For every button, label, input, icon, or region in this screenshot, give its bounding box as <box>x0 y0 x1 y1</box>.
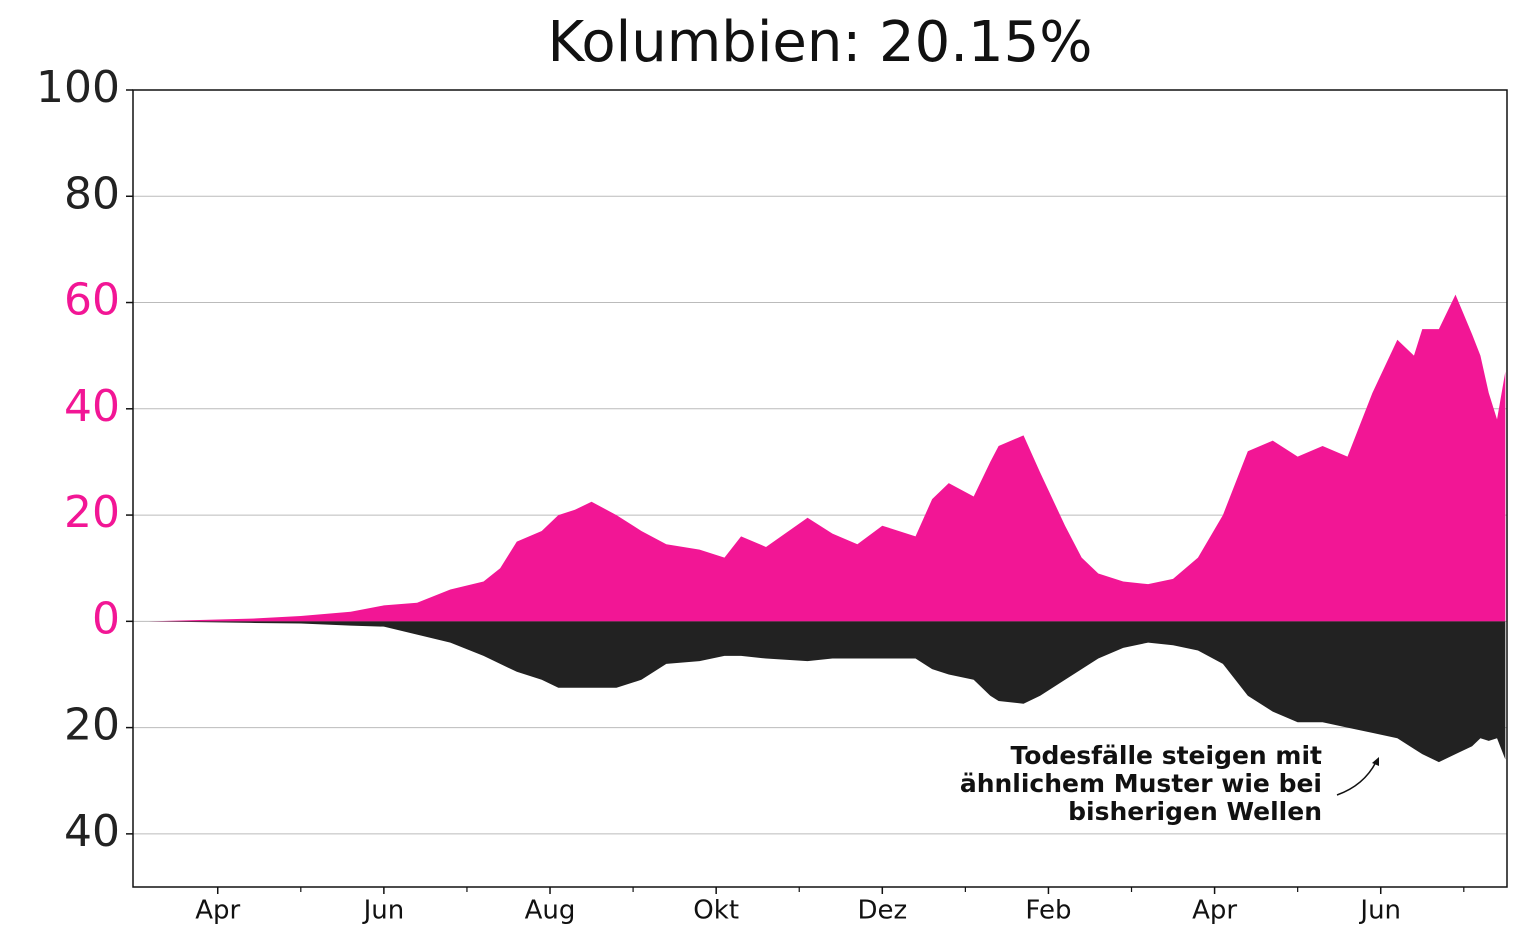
annotation: ähnlichem Muster wie bei <box>960 769 1322 798</box>
annotation: bisherigen Wellen <box>1068 797 1322 826</box>
plot-frame <box>132 89 1508 888</box>
x-tick-label: Aug <box>525 896 576 926</box>
area <box>148 621 1506 763</box>
x-tick-label: Feb <box>1025 896 1071 926</box>
x-tick-label: Okt <box>693 896 739 926</box>
y-tick-label: 100 <box>36 62 120 113</box>
annotation-arrow <box>1336 759 1378 796</box>
area <box>148 294 1506 622</box>
x-tick-label: Jun <box>362 896 405 926</box>
annotation-arrowhead <box>1372 757 1379 766</box>
y-tick-label: 40 <box>64 381 120 432</box>
x-tick-label: Dez <box>857 896 907 926</box>
y-tick-label: 40 <box>64 806 120 857</box>
annotation: Todesfälle steigen mit <box>1011 741 1323 770</box>
y-tick-label: 20 <box>64 487 120 538</box>
x-tick-label: Apr <box>1192 896 1237 926</box>
areas <box>148 294 1506 763</box>
chart-title: Kolumbien: 20.15% <box>547 10 1092 75</box>
y-tick-label: 20 <box>64 700 120 751</box>
y-tick-label: 0 <box>92 593 120 644</box>
axes: 40 20 0 20 40 60 80 100 Apr Jun Aug Okt Dez Feb Apr Jun <box>36 62 1465 926</box>
x-tick-label: Jun <box>1358 896 1401 926</box>
x-tick-label: Apr <box>195 896 240 926</box>
y-tick-label: 60 <box>64 275 120 326</box>
y-tick-label: 80 <box>64 168 120 219</box>
